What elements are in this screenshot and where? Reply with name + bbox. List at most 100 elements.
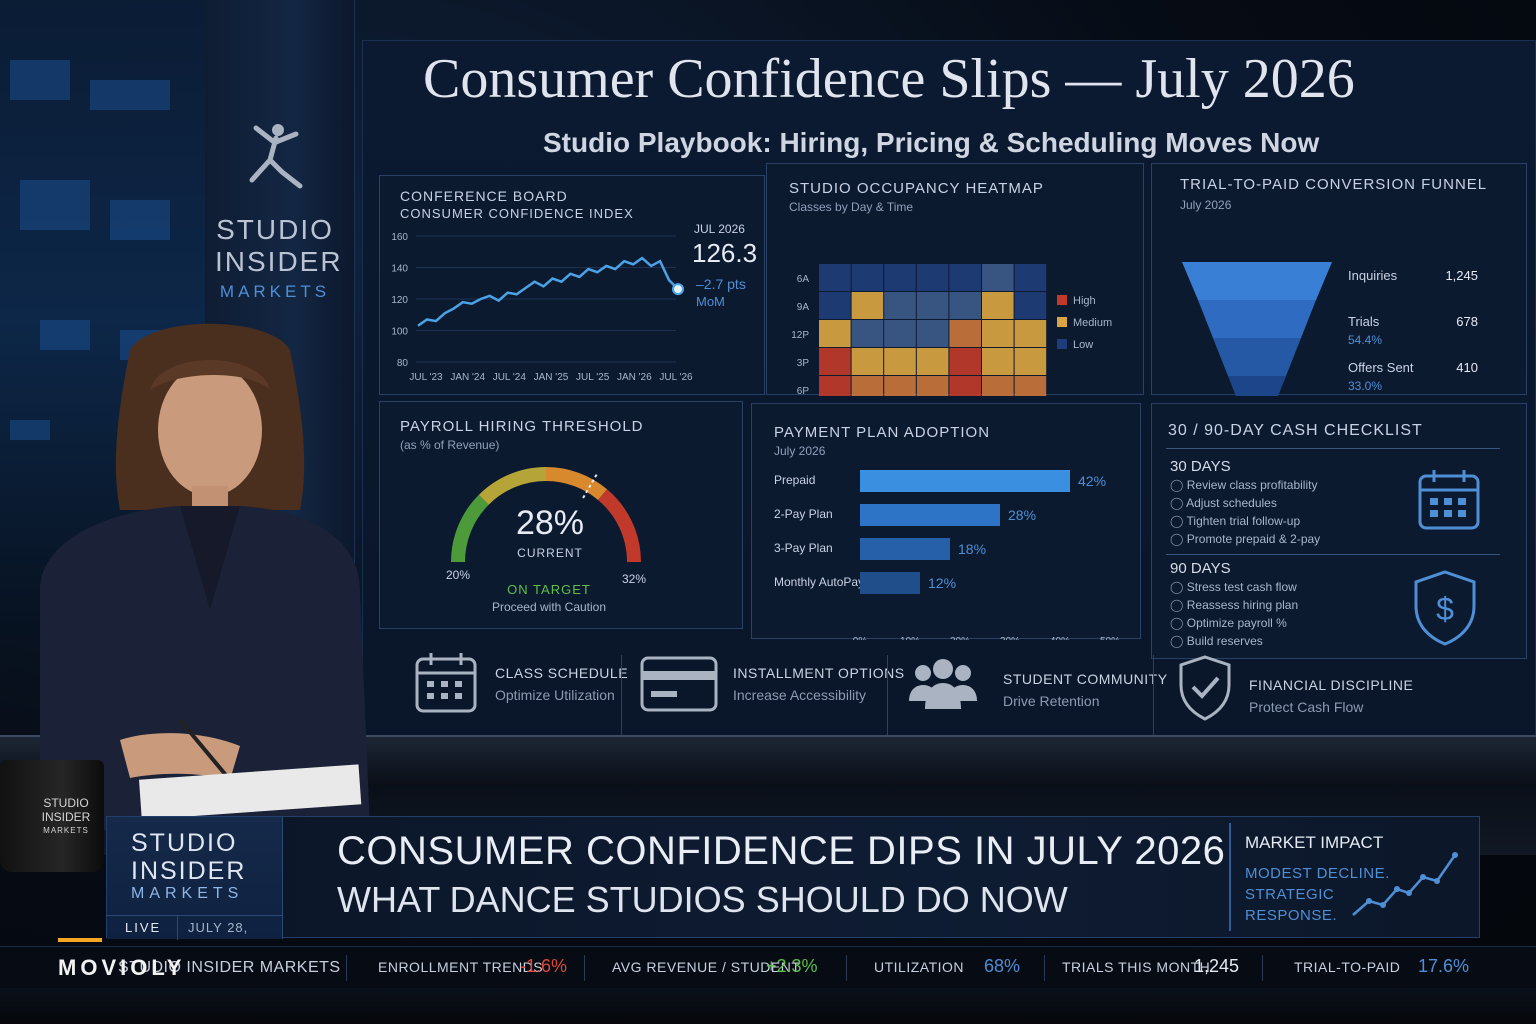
funnel-title: TRIAL-TO-PAID CONVERSION FUNNEL [1180,176,1488,193]
heatmap-cell [1014,264,1047,291]
studio-floor [0,988,1536,1024]
payment-title: PAYMENT PLAN ADOPTION [774,424,991,441]
bar-category-label: Monthly AutoPay [774,575,864,589]
heatmap-cell [819,376,851,396]
check-icon: ◯ [1170,532,1187,546]
legend-swatch [1057,295,1067,305]
confidence-value: 126.3 [692,238,758,268]
dancer-logo-icon [249,124,303,189]
heatmap-cell [916,376,949,396]
feature-row: CLASS SCHEDULE Optimize Utilization INST… [383,647,1533,743]
y-tick-label: 80 [397,358,409,369]
confidence-series-line [417,256,679,327]
lt-brand-line-2: INSIDER [131,857,247,885]
heatmap-cell [884,348,916,375]
gauge-marker [582,473,598,499]
confidence-period: JUL 2026 [694,222,745,236]
headline-secondary: WHAT DANCE STUDIOS SHOULD DO NOW [337,879,1068,920]
feature-subtitle: Drive Retention [1003,693,1100,709]
heatmap-cell [884,376,916,396]
legend-label: High [1073,295,1096,307]
x-tick-label: JAN '25 [534,372,569,383]
feature-title: INSTALLMENT OPTIONS [733,665,905,681]
heatmap-cell [851,320,884,347]
checklist-item: ◯ Tighten trial follow-up [1170,514,1301,528]
payment-bar-chart: Prepaid 42% 2-Pay Plan 28% 3-Pay Plan 18% Mont… [774,470,1120,640]
ticker-label: TRIAL-TO-PAID [1294,959,1401,975]
watermark-accent [58,938,102,942]
ticker-label: TRIALS THIS MONTH [1062,959,1211,975]
ticker-label: UTILIZATION [874,959,965,975]
legend-label: Low [1073,339,1093,351]
live-label: LIVE [125,920,162,935]
funnel-stage-label: Inquiries [1348,268,1398,283]
heatmap-cell [851,348,884,375]
heatmap-cell [884,264,916,291]
checklist-item: ◯ Promote prepaid & 2-pay [1170,532,1321,546]
x-tick-label: JUL '25 [576,372,610,383]
funnel-stage-value: 410 [1456,360,1478,375]
funnel-stage-value: 678 [1456,314,1478,329]
legend-label: Medium [1073,317,1112,329]
heatmap-cell [949,320,981,347]
heatmap-cell [982,264,1014,291]
x-tick-label: JAN '24 [450,372,485,383]
heatmap-cell [949,348,981,375]
payroll-value: 28% [515,504,585,542]
funnel-stage [1228,376,1286,396]
gauge-segment [451,494,489,563]
x-tick-label: JUL '23 [409,372,443,383]
market-impact-title: MARKET IMPACT [1245,833,1384,852]
funnel-panel: TRIAL-TO-PAID CONVERSION FUNNEL July 202… [1151,163,1527,396]
payment-panel: PAYMENT PLAN ADOPTION July 2026 Prepaid 4… [751,403,1141,640]
x-tick-label: JAN '26 [617,372,652,383]
mug-logo: STUDIO INSIDER MARKETS [41,796,91,835]
payment-period: July 2026 [774,444,826,458]
heatmap-cell [851,292,884,319]
live-bar: LIVE JULY 28, 2026 [107,915,283,959]
legend-swatch [1057,317,1067,327]
heatmap-cell [819,348,851,375]
market-impact-line: MODEST DECLINE. [1245,865,1390,882]
x-tick-label: 30% [1000,636,1020,640]
x-tick-label: 40% [1050,636,1070,640]
heatmap-panel: STUDIO OCCUPANCY HEATMAP Classes by Day … [766,163,1144,396]
checklist-item: ◯ Optimize payroll % [1170,616,1287,630]
heatmap-cell [982,348,1014,375]
funnel-stage [1182,262,1332,300]
funnel-stage-rate: 33.0% [1348,379,1382,393]
feature-subtitle: Protect Cash Flow [1249,699,1364,715]
bar-category-label: Prepaid [774,473,815,487]
broadcast-date: JULY 28, 2026 [177,916,283,959]
heatmap-cell [916,348,949,375]
funnel-stage-rate: 54.4% [1348,333,1382,347]
confidence-change: –2.7 pts [696,276,746,292]
payroll-max: 32% [622,572,647,586]
heatmap-cell [916,292,949,319]
y-tick-label: 120 [391,295,408,306]
feature-class-schedule: CLASS SCHEDULE Optimize Utilization [383,647,628,743]
feature-title: STUDENT COMMUNITY [1003,671,1168,687]
heatmap-cell [884,292,916,319]
heatmap-cell [982,320,1014,347]
heatmap-cell [1014,348,1047,375]
confidence-change-unit: MoM [696,294,725,309]
occupancy-heatmap: 6A9A12P3P6P9PMONTUEWEDTHUFRISATSUNHighMe… [791,264,1112,396]
confidence-panel: CONFERENCE BOARD CONSUMER CONFIDENCE IND… [379,175,765,395]
people-icon [909,659,977,709]
heatmap-cell [884,320,916,347]
calendar-icon [415,653,477,713]
latest-point [672,283,684,296]
feature-installment-options: INSTALLMENT OPTIONS Increase Accessibili… [633,647,904,743]
x-tick-label: JUL '24 [493,372,527,383]
heatmap-cell [949,292,981,319]
feature-financial-discipline: FINANCIAL DISCIPLINE Protect Cash Flow [1165,647,1525,743]
wall-subtitle: Studio Playbook: Hiring, Pricing & Sched… [543,127,1320,158]
checklist-item: ◯ Review class profitability [1170,478,1318,492]
market-impact-line: RESPONSE. [1245,907,1338,924]
lt-brand-line-3: MARKETS [131,885,244,902]
ticker-value: 68% [984,956,1021,976]
bar-category-label: 3-Pay Plan [774,541,833,555]
checklist-item: ◯ Build reserves [1170,634,1263,648]
